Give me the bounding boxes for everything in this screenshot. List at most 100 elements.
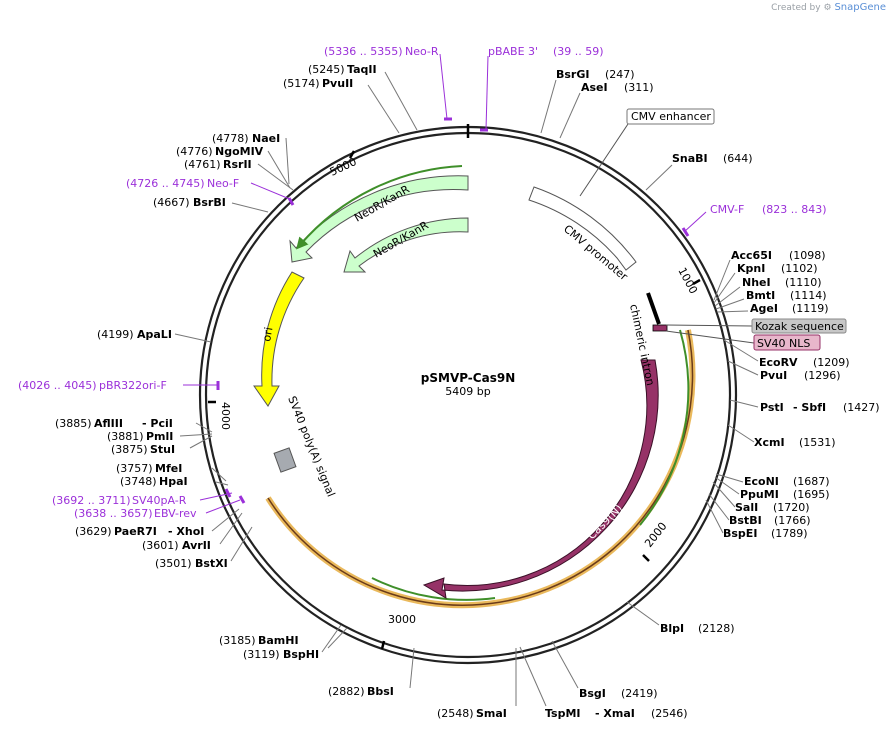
sv40-nls-leader bbox=[665, 330, 755, 344]
leader-bbsi bbox=[409, 647, 415, 689]
site-bspei-pos: (1789) bbox=[771, 527, 808, 540]
leader-agei bbox=[716, 310, 749, 313]
site-rsrii-name: RsrII bbox=[223, 158, 252, 171]
site-mfei-name: MfeI bbox=[155, 462, 182, 475]
chimeric-intron-feature bbox=[646, 292, 661, 325]
site-xhoi-name: - XhoI bbox=[168, 525, 204, 538]
site-stui-pos: (3875) bbox=[111, 443, 148, 456]
site-pvuii-pos: (5174) bbox=[283, 77, 320, 90]
site-hpai-pos: (3748) bbox=[120, 475, 157, 488]
leader-bamhi bbox=[327, 627, 348, 649]
site-bamhi-name: BamHI bbox=[258, 634, 299, 647]
primer-pbr322-range: (4026 .. 4045) bbox=[18, 379, 97, 392]
site-bspei-name: BspEI bbox=[723, 527, 757, 540]
site-paer7i-name: PaeR7I bbox=[114, 525, 157, 538]
ori-label: ori bbox=[260, 326, 275, 342]
leader-bspei bbox=[705, 499, 724, 534]
leader-bstbi bbox=[708, 493, 730, 521]
sv40-nls-box bbox=[753, 334, 821, 351]
site-agei-name: AgeI bbox=[750, 302, 778, 315]
site-ppumi-name: PpuMI bbox=[740, 488, 779, 501]
primer-marks bbox=[183, 53, 707, 514]
primer-neor-name: Neo-R bbox=[405, 45, 439, 58]
primer-cmvf-name: CMV-F bbox=[710, 203, 744, 216]
site-paer7i-pos: (3629) bbox=[75, 525, 112, 538]
site-bbsi-pos: (2882) bbox=[328, 685, 365, 698]
leader-mfei bbox=[211, 467, 227, 482]
sv40-nls-label: SV40 NLS bbox=[757, 337, 810, 350]
leader-stui bbox=[189, 435, 213, 449]
tick-label-3000: 3000 bbox=[388, 613, 416, 626]
site-ngomiv-pos: (4776) bbox=[176, 145, 213, 158]
leader-asei bbox=[559, 92, 581, 139]
leader-psti bbox=[729, 399, 759, 408]
site-sali-pos: (1720) bbox=[773, 501, 810, 514]
site-bstbi-pos: (1766) bbox=[774, 514, 811, 527]
site-agei-pos: (1119) bbox=[792, 302, 829, 315]
neor-kanr-inner-feature bbox=[343, 217, 469, 273]
primer-neof-leader bbox=[250, 182, 293, 201]
tick-label-2000: 2000 bbox=[642, 520, 669, 550]
leader-pvui bbox=[727, 360, 759, 376]
site-bsrbi-name: BsrBI bbox=[193, 196, 226, 209]
site-nhei-pos: (1110) bbox=[785, 276, 822, 289]
leader-bmti bbox=[715, 298, 745, 310]
site-bsphi-pos: (3119) bbox=[243, 648, 280, 661]
site-bsphi-name: BspHI bbox=[283, 648, 319, 661]
site-psti-pos: (1427) bbox=[843, 401, 880, 414]
site-bstbi-name: BstBI bbox=[729, 514, 762, 527]
site-apali-name: ApaLI bbox=[137, 328, 172, 341]
chimeric-intron-label: chimeric intron bbox=[627, 303, 657, 387]
site-blpi-name: BlpI bbox=[660, 622, 684, 635]
site-ngomiv-name: NgoMIV bbox=[215, 145, 264, 158]
neor-kanr-outer-feature bbox=[289, 175, 469, 263]
site-smai-pos: (2548) bbox=[437, 707, 474, 720]
kozak-box bbox=[751, 318, 847, 334]
site-rsrii-pos: (4761) bbox=[184, 158, 221, 171]
neor-kanr-inner-label: NeoR/KanR bbox=[371, 218, 431, 260]
site-econi-pos: (1687) bbox=[793, 475, 830, 488]
site-acc65i-pos: (1098) bbox=[789, 249, 826, 262]
leader-afliii bbox=[195, 422, 213, 433]
site-afliii-pos: (3885) bbox=[55, 417, 92, 430]
site-avrii-name: AvrII bbox=[182, 539, 211, 552]
primer-sv40par-mark bbox=[224, 488, 232, 498]
primer-neor-leader bbox=[439, 53, 448, 120]
ori-feature bbox=[253, 271, 305, 407]
site-stui-name: StuI bbox=[150, 443, 175, 456]
cas9n-feature bbox=[422, 359, 659, 599]
site-snabi-pos: (644) bbox=[723, 152, 753, 165]
orf-arc-green-right bbox=[639, 329, 690, 526]
site-xcmi-pos: (1531) bbox=[799, 436, 836, 449]
primer-neof-mark bbox=[287, 197, 295, 206]
site-acc65i-name: Acc65I bbox=[731, 249, 772, 262]
site-bmti-pos: (1114) bbox=[790, 289, 827, 302]
site-smai-name: SmaI bbox=[476, 707, 507, 720]
site-pcii-name: - PciI bbox=[142, 417, 173, 430]
leader-econi bbox=[715, 473, 744, 483]
site-afliii-name: AflIII bbox=[94, 417, 123, 430]
leader-ecorv bbox=[723, 339, 759, 362]
primer-neof-name: Neo-F bbox=[207, 177, 239, 190]
site-bbsi-name: BbsI bbox=[367, 685, 394, 698]
site-pvui-pos: (1296) bbox=[804, 369, 841, 382]
leader-snabi bbox=[645, 164, 673, 191]
kozak-label: Kozak sequence bbox=[755, 320, 844, 333]
site-apali-pos: (4199) bbox=[97, 328, 134, 341]
snapgene-logo-icon: ⚙ bbox=[823, 3, 832, 13]
site-bsrbi-pos: (4667) bbox=[153, 196, 190, 209]
cas9n-label: Cas9(N) bbox=[585, 502, 625, 542]
site-ppumi-pos: (1695) bbox=[793, 488, 830, 501]
site-kpni-name: KpnI bbox=[737, 262, 765, 275]
site-bstxi-pos: (3501) bbox=[155, 557, 192, 570]
leader-xcmi bbox=[727, 424, 755, 443]
primer-cmvf-leader bbox=[683, 211, 707, 233]
primer-ebvrev-leader bbox=[205, 499, 241, 514]
site-tspmi-name: TspMI bbox=[545, 707, 581, 720]
primer-ebvrev-mark bbox=[238, 495, 246, 504]
primer-pbabe3-range: (39 .. 59) bbox=[553, 45, 604, 58]
site-blpi-pos: (2128) bbox=[698, 622, 735, 635]
brand-name: SnapGene bbox=[834, 2, 886, 13]
site-naei-name: NaeI bbox=[252, 132, 280, 145]
